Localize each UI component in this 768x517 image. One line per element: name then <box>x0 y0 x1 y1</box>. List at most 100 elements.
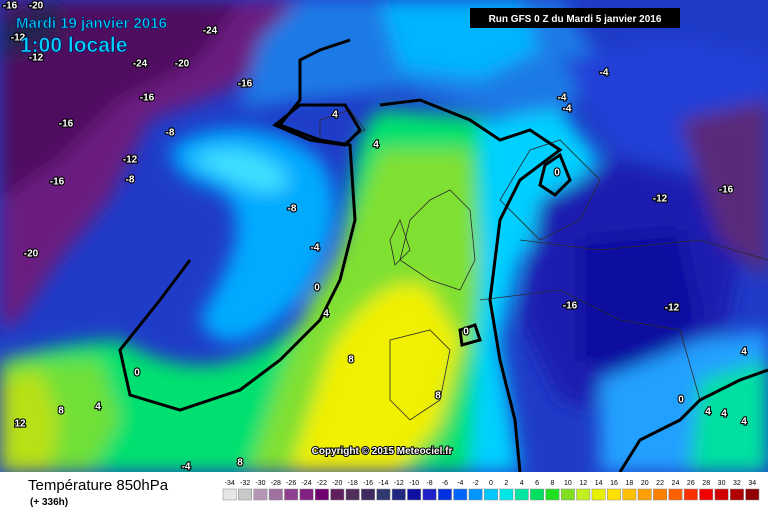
contour-label: 8 <box>435 391 441 402</box>
contour-label: -8 <box>126 175 135 186</box>
legend-label: 28 <box>702 480 710 487</box>
contour-label: 4 <box>721 409 727 420</box>
contour-label: 0 <box>554 168 560 179</box>
legend-swatch <box>530 488 545 501</box>
legend-swatch <box>222 488 237 501</box>
legend-label: 32 <box>733 480 741 487</box>
legend-label: -2 <box>473 480 479 487</box>
legend-swatch <box>576 488 591 501</box>
legend-swatch <box>284 488 299 501</box>
run-box <box>470 8 680 28</box>
legend-label: 12 <box>579 480 587 487</box>
legend-label: -14 <box>378 480 388 487</box>
contour-label: -20 <box>175 59 190 70</box>
contour-label: -4 <box>311 243 320 254</box>
contour-label: 0 <box>678 395 684 406</box>
legend-swatch <box>714 488 729 501</box>
temperature-field: -16 -20 -12 -24 -12 -24 -20 -16 -16 -16 -8 -12 -8 -16… <box>0 0 768 473</box>
legend-label: -22 <box>317 480 327 487</box>
contour-label: -16 <box>563 301 578 312</box>
coastlines <box>319 109 768 421</box>
legend-swatch <box>683 488 698 501</box>
legend-label: 30 <box>718 480 726 487</box>
legend-swatch <box>668 488 683 501</box>
legend-label: -12 <box>394 480 404 487</box>
legend-label: 2 <box>504 480 508 487</box>
contour-label: -4 <box>600 68 609 79</box>
legend-label: 20 <box>641 480 649 487</box>
legend-label: 24 <box>672 480 680 487</box>
legend-label: -20 <box>332 480 342 487</box>
forecast-date: Mardi 19 janvier 2016 <box>16 15 167 32</box>
contour-label: 4 <box>332 110 338 121</box>
legend-label: -16 <box>363 480 373 487</box>
contour-label: -16 <box>50 177 65 188</box>
copyright: Copyright © 2015 Meteociel.fr <box>312 446 453 457</box>
contour-label: 0 <box>463 327 469 338</box>
legend-label: -26 <box>286 480 296 487</box>
legend-swatch <box>361 488 375 501</box>
contour-label: -24 <box>203 26 218 37</box>
legend-swatch <box>514 488 529 501</box>
color-legend: -34 -32 -30 -28 -26 -24 -22 -20 -18 -16 -14 -12 -10-… <box>222 480 760 501</box>
legend-swatch <box>653 488 668 501</box>
legend-label: -32 <box>240 480 250 487</box>
footer-title: Température 850hPa <box>28 477 169 494</box>
legend-label: 10 <box>564 480 572 487</box>
contour-label: 4 <box>95 402 101 413</box>
legend-label: -30 <box>255 480 265 487</box>
contour-label: -12 <box>123 155 138 166</box>
legend-swatch <box>437 488 452 501</box>
legend-swatch <box>591 488 606 501</box>
legend-swatch <box>622 488 637 501</box>
legend-label: -4 <box>457 480 463 487</box>
legend-label: 0 <box>489 480 493 487</box>
contour-label: -12 <box>653 194 668 205</box>
legend-label: 22 <box>656 480 664 487</box>
contour-label: -4 <box>182 462 191 473</box>
contour-label: -16 <box>719 185 734 196</box>
isotherm <box>272 103 362 147</box>
legend-label: -34 <box>225 480 235 487</box>
contour-label: -16 <box>140 93 155 104</box>
contour-label: -4 <box>563 104 572 115</box>
legend-label: 8 <box>551 480 555 487</box>
zero-isotherm <box>118 38 768 472</box>
legend-label: 26 <box>687 480 695 487</box>
legend-label: -24 <box>301 480 311 487</box>
contour-label: -20 <box>24 249 39 260</box>
legend-label: 6 <box>535 480 539 487</box>
contour-label: -12 <box>11 33 26 44</box>
legend-swatch <box>299 488 314 501</box>
contour-label: 8 <box>348 355 354 366</box>
legend-swatch <box>607 488 621 501</box>
legend-swatch <box>253 488 268 501</box>
contour-label: -12 <box>29 53 44 64</box>
legend-label: 4 <box>520 480 524 487</box>
legend-swatch <box>376 488 391 501</box>
legend-swatch <box>699 488 714 501</box>
contour-label: 4 <box>741 347 747 358</box>
contour-label: 12 <box>14 419 26 430</box>
legend-label: 34 <box>748 480 756 487</box>
contour-label: -8 <box>166 128 175 139</box>
legend-swatch <box>407 488 422 501</box>
contour-label: -8 <box>288 204 297 215</box>
legend-swatch <box>560 488 575 501</box>
legend-swatch <box>484 488 498 501</box>
legend-label: 16 <box>610 480 618 487</box>
run-info: Run GFS 0 Z du Mardi 5 janvier 2016 <box>489 14 662 25</box>
contour-label: -12 <box>665 303 680 314</box>
legend-swatch <box>391 488 406 501</box>
contour-labels: -16 -20 -12 -24 -12 -24 -20 -16 -16 -16 -8 -12 -8 -16… <box>2 0 749 473</box>
legend-swatch <box>499 488 514 501</box>
legend-swatch <box>330 488 345 501</box>
legend-swatch <box>453 488 468 501</box>
contour-label: -20 <box>29 1 44 12</box>
contour-label: 4 <box>323 309 329 320</box>
footer-subtitle: (+ 336h) <box>30 497 68 508</box>
contour-label: 4 <box>373 140 379 151</box>
contour-label: -16 <box>238 79 253 90</box>
